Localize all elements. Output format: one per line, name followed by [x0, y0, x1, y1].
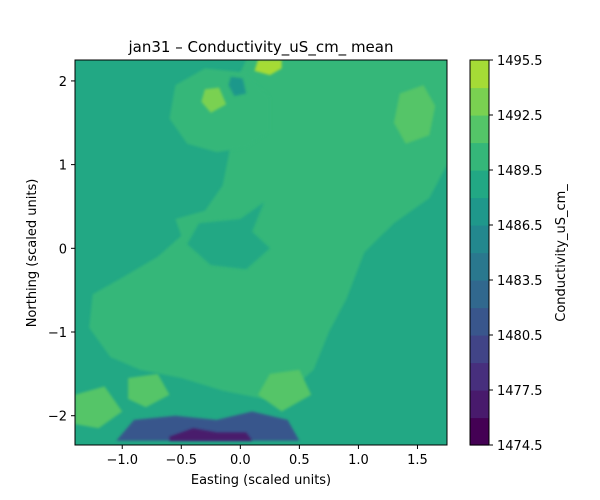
colorbar-band — [470, 87, 489, 116]
contour-regions — [75, 60, 447, 441]
colorbar-tick-label: 1477.5 — [497, 384, 543, 399]
plot-frame — [74, 59, 448, 446]
colorbar-band — [470, 390, 489, 419]
colorbar: 1474.5 1477.5 1480.5 1483.5 1486.5 1489.5 1492… — [469, 54, 569, 454]
colorbar-ticks: 1474.5 1477.5 1480.5 1483.5 1486.5 1489.5 1492… — [489, 54, 543, 454]
x-tick-label: 0.0 — [230, 453, 251, 468]
colorbar-band — [470, 142, 489, 171]
colorbar-band — [470, 335, 489, 364]
x-axis-label: Easting (scaled units) — [191, 473, 331, 488]
contour-region-east-light-zone — [89, 60, 447, 399]
colorbar-band — [470, 225, 489, 254]
y-axis: −2 −1 0 1 2 — [48, 75, 75, 425]
colorbar-band — [470, 362, 489, 391]
colorbar-tick-label: 1489.5 — [497, 164, 543, 179]
x-tick-label: −0.5 — [165, 453, 197, 468]
contour-region-inner-dark-patch — [187, 202, 270, 270]
colorbar-tick-label: 1486.5 — [497, 219, 543, 234]
colorbar-band — [470, 170, 489, 199]
colorbar-band — [470, 115, 489, 144]
y-tick-label: 1 — [59, 159, 67, 174]
contour-region-southwest-high — [75, 386, 123, 429]
colorbar-tick-label: 1474.5 — [497, 439, 543, 454]
x-axis: −1.0 −0.5 0.0 0.5 1.0 1.5 — [106, 445, 428, 468]
contour-region-north-spot-high — [201, 87, 227, 113]
x-tick-label: 1.0 — [348, 453, 369, 468]
contour-region-north-peak — [254, 60, 282, 76]
colorbar-tick-label: 1483.5 — [497, 274, 543, 289]
x-tick-label: 1.5 — [407, 453, 428, 468]
y-tick-label: −1 — [48, 326, 67, 341]
contour-region-south-low-core — [169, 428, 253, 441]
colorbar-label: Conductivity_uS_cm_ — [554, 184, 569, 322]
y-tick-label: −2 — [48, 410, 67, 425]
colorbar-bands — [470, 60, 489, 446]
contour-region-northeast-high — [393, 85, 436, 144]
colorbar-band — [470, 60, 489, 89]
y-tick-label: 0 — [59, 242, 67, 257]
colorbar-tick-label: 1495.5 — [497, 54, 543, 69]
colorbar-band — [470, 307, 489, 336]
contour-region-south-low-trough — [116, 411, 300, 441]
x-tick-label: −1.0 — [106, 453, 138, 468]
colorbar-frame — [469, 59, 490, 446]
y-tick-label: 2 — [59, 75, 67, 90]
colorbar-band — [470, 280, 489, 309]
contour-region-north-spot-low — [228, 76, 247, 96]
contour-region-south-high-1 — [128, 373, 170, 408]
colorbar-tick-label: 1480.5 — [497, 329, 543, 344]
chart-title: jan31 – Conductivity_uS_cm_ mean — [128, 38, 394, 57]
contour-region-south-high-2 — [258, 369, 312, 412]
plot-area — [75, 60, 447, 445]
colorbar-band — [470, 252, 489, 281]
y-axis-label: Northing (scaled units) — [25, 179, 40, 328]
colorbar-tick-label: 1492.5 — [497, 109, 543, 124]
x-tick-label: 0.5 — [289, 453, 310, 468]
colorbar-band — [470, 417, 489, 446]
colorbar-band — [470, 197, 489, 226]
